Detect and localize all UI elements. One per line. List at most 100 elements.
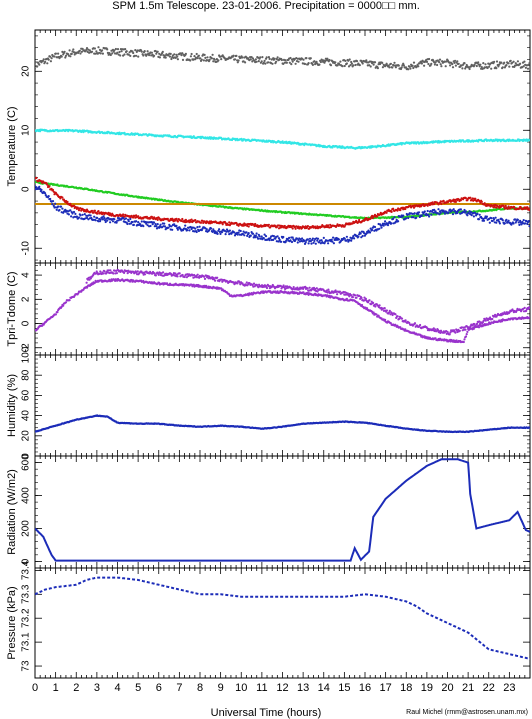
data-point xyxy=(385,62,388,65)
data-point xyxy=(512,222,515,225)
data-point xyxy=(276,235,279,238)
data-point xyxy=(210,57,213,60)
data-point xyxy=(350,239,353,242)
data-point xyxy=(109,269,112,272)
data-point xyxy=(131,221,134,224)
data-point xyxy=(294,62,297,65)
data-point xyxy=(57,52,60,55)
data-point xyxy=(176,228,179,231)
data-point xyxy=(203,277,207,280)
data-point xyxy=(44,192,47,195)
data-point xyxy=(523,60,526,63)
data-point xyxy=(393,61,396,64)
data-point xyxy=(433,63,436,66)
data-point xyxy=(195,230,198,234)
data-point xyxy=(463,208,466,212)
data-point xyxy=(189,59,192,62)
data-point xyxy=(75,215,78,218)
data-point xyxy=(123,271,126,274)
data-point xyxy=(235,221,238,225)
data-point xyxy=(124,217,128,220)
data-point xyxy=(519,219,522,222)
data-point xyxy=(503,61,506,64)
data-point xyxy=(93,47,96,50)
data-point xyxy=(391,66,394,69)
data-point xyxy=(255,232,258,235)
data-point xyxy=(295,237,299,240)
data-point xyxy=(106,48,109,51)
data-point xyxy=(142,54,145,57)
data-point xyxy=(436,63,439,67)
data-point xyxy=(498,63,501,66)
data-point xyxy=(297,60,300,63)
data-point xyxy=(488,65,491,68)
data-point xyxy=(339,60,342,63)
data-point xyxy=(345,62,348,65)
data-point xyxy=(355,296,358,299)
data-point xyxy=(35,61,37,64)
data-point xyxy=(369,65,372,68)
data-point xyxy=(220,58,223,61)
data-point xyxy=(528,316,530,319)
data-point xyxy=(518,223,521,226)
data-point xyxy=(53,55,56,58)
data-point xyxy=(354,63,357,67)
data-point xyxy=(199,57,202,60)
data-point xyxy=(120,50,123,53)
y-tick-label: -10 xyxy=(21,241,32,256)
data-point xyxy=(381,66,384,69)
data-point xyxy=(194,219,197,222)
data-point xyxy=(351,296,354,299)
data-point xyxy=(275,57,278,61)
data-point xyxy=(344,59,347,63)
data-point xyxy=(353,237,356,240)
data-point xyxy=(270,58,273,61)
data-point xyxy=(118,50,121,54)
data-point xyxy=(240,137,243,140)
data-point xyxy=(267,61,270,64)
data-point xyxy=(106,219,109,222)
data-point xyxy=(94,219,97,222)
data-point xyxy=(358,218,361,222)
data-point xyxy=(466,330,469,333)
data-point xyxy=(328,58,331,62)
data-point xyxy=(264,235,268,238)
data-point xyxy=(189,55,192,58)
data-point xyxy=(64,56,67,59)
data-point xyxy=(280,58,283,62)
data-point xyxy=(78,49,81,52)
data-point xyxy=(169,52,172,56)
data-point xyxy=(500,61,503,64)
data-point xyxy=(482,219,486,222)
data-point xyxy=(371,228,374,232)
data-point xyxy=(477,326,481,329)
data-point xyxy=(136,270,139,273)
data-point xyxy=(417,65,420,68)
data-point xyxy=(54,313,58,316)
data-point xyxy=(61,207,64,210)
data-point xyxy=(282,62,285,65)
data-point xyxy=(369,217,372,220)
data-point xyxy=(243,234,246,237)
data-point xyxy=(251,232,255,235)
data-point xyxy=(88,278,91,281)
data-point xyxy=(447,211,450,214)
data-point xyxy=(174,272,177,275)
data-point xyxy=(430,62,433,65)
data-point xyxy=(156,50,159,53)
data-point xyxy=(440,65,443,68)
data-point xyxy=(478,213,481,216)
data-point xyxy=(83,213,86,216)
data-point xyxy=(96,212,99,215)
data-point xyxy=(464,197,468,200)
data-point xyxy=(381,61,384,64)
data-point xyxy=(402,214,405,217)
data-point xyxy=(527,220,530,223)
data-point xyxy=(249,58,252,61)
data-point xyxy=(261,56,264,59)
data-point xyxy=(528,62,530,65)
data-point xyxy=(456,60,459,63)
data-point xyxy=(390,222,393,225)
data-point xyxy=(306,238,309,241)
y-tick-label: 2 xyxy=(21,296,32,302)
